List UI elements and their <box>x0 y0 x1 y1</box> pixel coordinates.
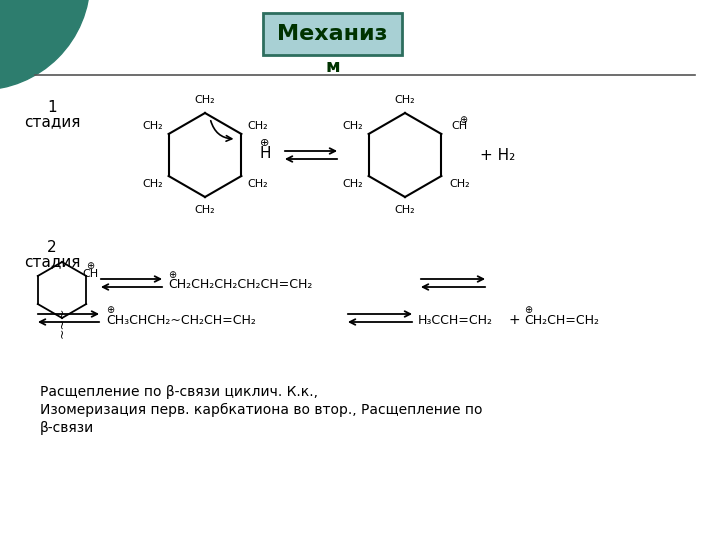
Text: ⊕: ⊕ <box>106 305 114 315</box>
Text: CH₂: CH₂ <box>342 121 363 131</box>
Text: CH₂: CH₂ <box>342 179 363 189</box>
Text: +: + <box>508 313 520 327</box>
Text: Изомеризация перв. карбкатиона во втор., Расщепление по: Изомеризация перв. карбкатиона во втор.,… <box>40 403 482 417</box>
Text: Механиз: Механиз <box>277 24 388 44</box>
Text: 2: 2 <box>48 240 57 255</box>
Text: ⊕: ⊕ <box>524 305 532 315</box>
Text: стадия: стадия <box>24 254 80 269</box>
Text: ~~~: ~~~ <box>55 306 68 338</box>
Text: CH₂: CH₂ <box>247 121 268 131</box>
Text: CH₂: CH₂ <box>194 95 215 105</box>
Text: H: H <box>259 145 271 160</box>
Circle shape <box>0 0 90 90</box>
Text: CH₂: CH₂ <box>449 179 469 189</box>
Text: СН: СН <box>82 269 99 279</box>
Text: CH: CH <box>451 121 467 131</box>
Text: м: м <box>325 58 340 76</box>
Text: ⊕: ⊕ <box>459 115 467 125</box>
Text: СН₃СНСН₂~СН₂СН=СН₂: СН₃СНСН₂~СН₂СН=СН₂ <box>106 314 256 327</box>
Text: CH₂: CH₂ <box>194 205 215 215</box>
Text: β-связи: β-связи <box>40 421 94 435</box>
Text: стадия: стадия <box>24 114 80 129</box>
Text: CH₂: CH₂ <box>395 205 415 215</box>
Text: CH₂: CH₂ <box>247 179 268 189</box>
Text: СН₂СН=СН₂: СН₂СН=СН₂ <box>524 314 599 327</box>
FancyBboxPatch shape <box>263 13 402 55</box>
Text: ⊕: ⊕ <box>261 138 270 148</box>
Text: ⊕: ⊕ <box>86 261 94 271</box>
Text: Н₃ССН=СН₂: Н₃ССН=СН₂ <box>418 314 493 327</box>
Text: + H₂: + H₂ <box>480 147 516 163</box>
Text: СН₂СН₂СН₂СН₂СН=СН₂: СН₂СН₂СН₂СН₂СН=СН₂ <box>168 279 312 292</box>
Text: ⊕: ⊕ <box>168 270 176 280</box>
Text: Расщепление по β-связи циклич. К.к.,: Расщепление по β-связи циклич. К.к., <box>40 385 318 399</box>
Text: 1: 1 <box>48 100 57 115</box>
Text: CH₂: CH₂ <box>143 121 163 131</box>
Text: CH₂: CH₂ <box>395 95 415 105</box>
Text: CH₂: CH₂ <box>143 179 163 189</box>
